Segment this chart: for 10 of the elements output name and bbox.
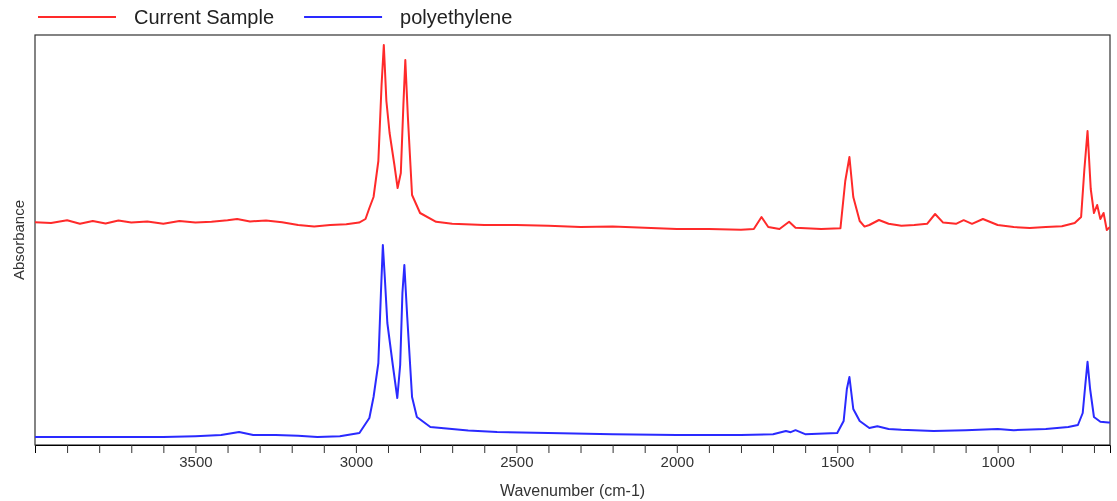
legend-label: polyethylene (400, 6, 513, 28)
x-tick-label: 1000 (981, 452, 1015, 470)
x-tick-label: 3000 (339, 452, 374, 470)
x-tick-label: 2000 (660, 452, 694, 470)
y-axis-title: Absorbance (10, 199, 27, 281)
x-tick-label: 2500 (500, 452, 534, 470)
x-tick-label: 1500 (821, 452, 855, 470)
x-axis-title: Wavenumber (cm-1) (499, 482, 646, 499)
legend-label: Current Sample (134, 6, 275, 28)
x-tick-label: 3500 (179, 452, 213, 470)
